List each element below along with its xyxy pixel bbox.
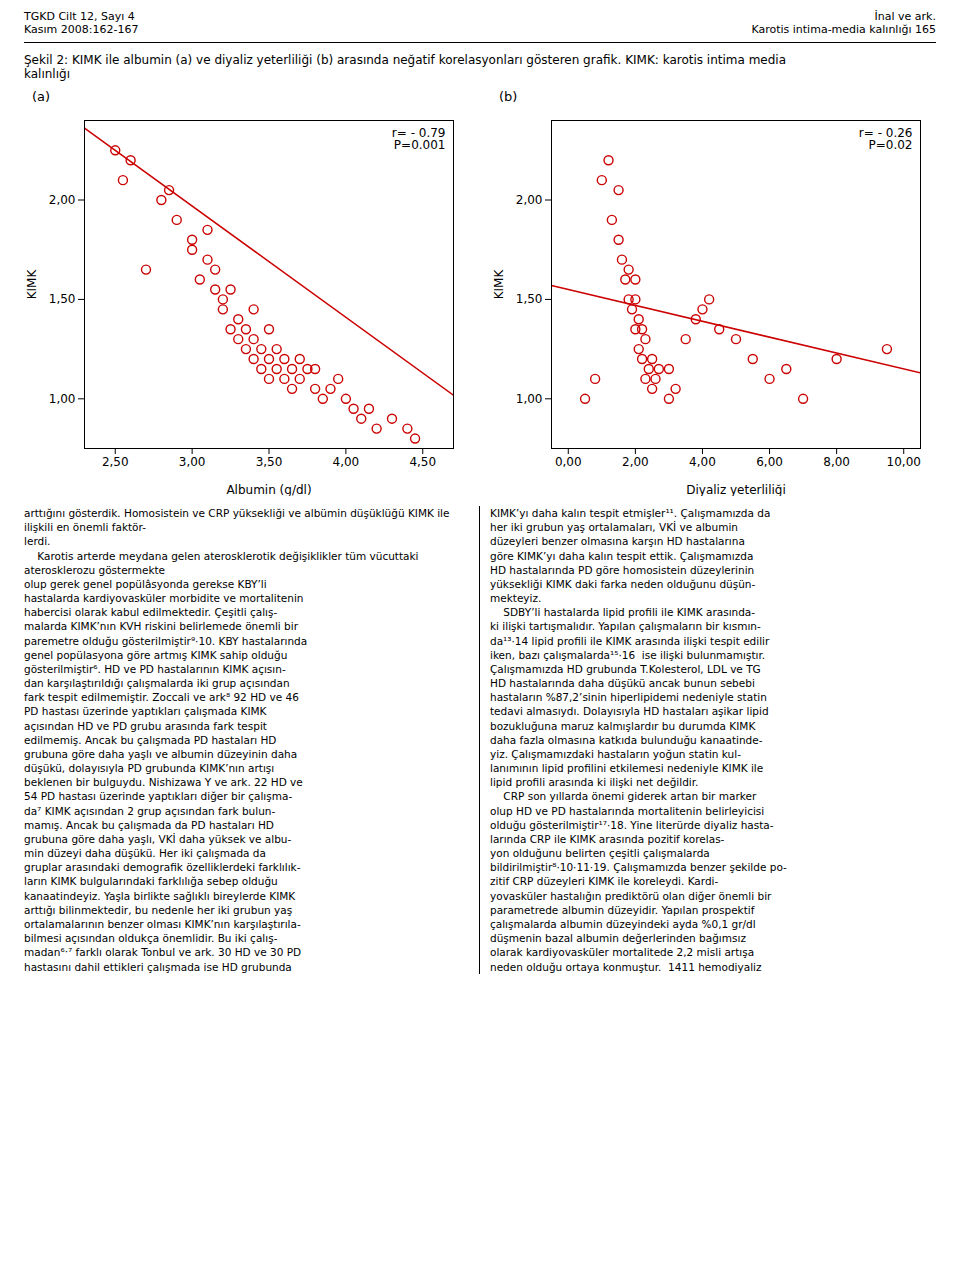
svg-text:3,00: 3,00 [179,455,206,469]
svg-text:r= - 0.26P=0.02: r= - 0.26P=0.02 [859,126,913,152]
svg-text:2,50: 2,50 [102,455,129,469]
svg-text:2,00: 2,00 [622,455,649,469]
svg-text:Diyaliz yeterliliği: Diyaliz yeterliliği [686,483,786,497]
svg-text:0,00: 0,00 [555,455,582,469]
svg-text:1,00: 1,00 [49,392,76,406]
html-text:İnal ve ark. Karotis intima-me: İnal ve ark. Karotis intima-media kalınl… [751,10,936,36]
svg-text:KIMK: KIMK [492,269,506,300]
svg-text:10,00: 10,00 [887,455,921,469]
svg-text:Albumin (g/dl): Albumin (g/dl) [226,483,311,497]
html-text:arttığını gösterdik. Homosiste: arttığını gösterdik. Homosistein ve CRP … [24,507,453,973]
svg-text:6,00: 6,00 [756,455,783,469]
svg-text:1,50: 1,50 [516,292,543,306]
html-text:KIMK’yı daha kalın tespit etmi: KIMK’yı daha kalın tespit etmişler¹¹. Ça… [490,507,787,973]
html-text:Şekil 2: KIMK ile albumin (a): Şekil 2: KIMK ile albumin (a) ve diyaliz… [24,53,787,81]
svg-text:2,00: 2,00 [49,193,76,207]
svg-text:1,50: 1,50 [49,292,76,306]
svg-text:8,00: 8,00 [823,455,850,469]
svg-text:KIMK: KIMK [25,269,39,300]
html-text:TGKD Cilt 12, Sayı 4 Kasım 200: TGKD Cilt 12, Sayı 4 Kasım 2008:162-167 [24,10,139,36]
svg-text:4,50: 4,50 [409,455,436,469]
svg-text:1,00: 1,00 [516,392,543,406]
html-text:(a): (a) [32,89,51,104]
svg-text:4,00: 4,00 [333,455,360,469]
svg-text:4,00: 4,00 [689,455,716,469]
html-text:(b): (b) [499,89,518,104]
svg-text:r= - 0.79P=0.001: r= - 0.79P=0.001 [392,126,446,152]
svg-text:2,00: 2,00 [516,193,543,207]
svg-text:3,50: 3,50 [256,455,283,469]
